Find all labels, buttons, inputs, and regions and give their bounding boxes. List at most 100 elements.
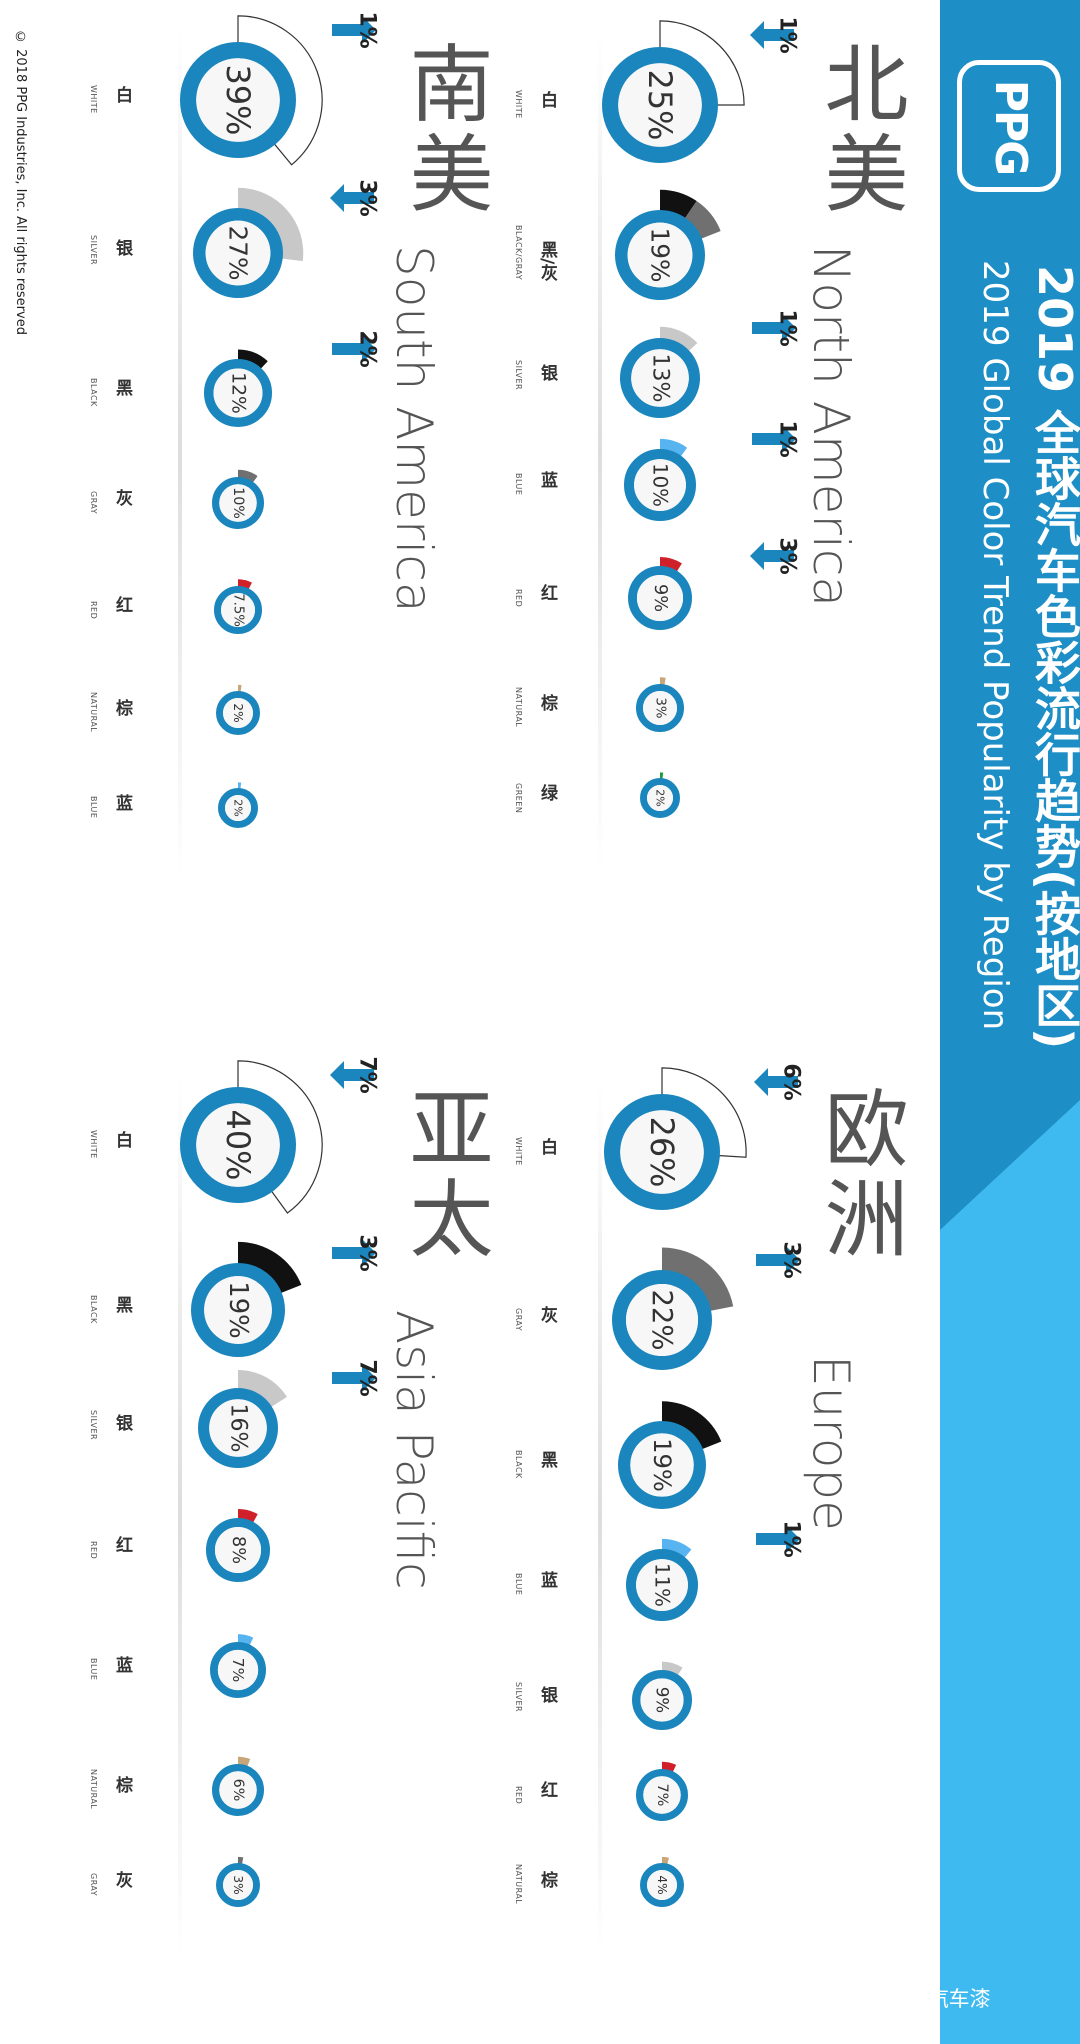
donut-center [217,1649,259,1691]
region-divider [178,1075,182,1955]
category-label-cn: 红 [112,596,132,613]
donut-blue: 2% [218,782,258,828]
category-label-en: SILVER [514,360,523,391]
trend-arrow-up-icon: 3% [332,1234,379,1272]
trend-value: 1% [779,1520,803,1557]
percent-label: 2% [654,789,667,806]
trend-value: 3% [355,1234,379,1271]
donut-center [213,368,263,418]
title-english: 2019 Global Color Trend Popularity by Re… [975,260,1015,1031]
percent-label: 10% [649,463,672,507]
donut-ring [211,476,265,530]
donut-center [196,58,280,142]
category-label-cn: 白 [112,1131,132,1148]
copyright: © 2018 PPG Industries, Inc. All rights r… [13,30,28,335]
donut-ring [218,788,258,828]
trend-value: 3% [779,1241,803,1278]
trend-value: 7% [355,1359,379,1396]
donut-ring [614,209,706,301]
arrow-shape [332,1239,376,1267]
category-label-en: GRAY [89,1873,98,1897]
percent-label: 27% [224,225,253,280]
percent-label: 2% [232,799,245,816]
category-label-cn: 白 [537,1138,557,1155]
donut-ring [214,586,262,634]
donut-red: 7% [635,1761,689,1822]
donut-red: 9% [627,557,693,631]
donut-center [196,1103,280,1187]
trend-value: 2% [355,330,379,367]
trend-arrow-down-icon: 1% [750,16,798,54]
donut-black: 12% [204,349,272,427]
category-label-cn: 棕 [537,694,557,711]
percent-label: 19% [648,1438,676,1492]
category-label-en: WHITE [89,1130,98,1159]
watermark-text: PPG专业汽车漆 [844,1987,991,2011]
category-label-en: GREEN [514,783,523,814]
trend-value: 6% [779,1063,803,1100]
category-label-cn: 蓝 [537,1571,557,1588]
trend-arrow-down-icon: 6% [754,1063,803,1101]
donut-ring [179,41,297,159]
donut-red: 7.5% [214,579,262,634]
category-label-en: BLACK [89,378,98,407]
donut-ring [626,1549,698,1621]
donut-ring [603,1093,721,1211]
title-banner [940,0,1080,2044]
arrow-shape [752,314,796,342]
category-label-cn: 蓝 [112,794,132,811]
percent-label: 10% [230,487,246,519]
category-label-en: GRAY [89,491,98,515]
arrow-shape [332,1364,376,1392]
donut-ring [617,1420,707,1510]
category-label-en: SILVER [89,1410,98,1441]
trend-arrow-down-icon: 3% [750,537,798,575]
donut-gray: 22% [612,1247,734,1370]
donut-natural: 3% [636,677,684,732]
slice-black [238,1241,302,1296]
donut-center [636,1559,688,1611]
trend-value: 3% [355,179,379,216]
percent-label: 19% [223,1281,253,1338]
category-label-cn: 红 [537,584,557,601]
donut-center [631,349,689,407]
trend-arrow-up-icon: 3% [756,1241,803,1279]
wechat-icon [812,1988,838,2008]
percent-label: 7% [229,1658,247,1682]
trend-arrow-up-icon: 1% [752,420,798,458]
donut-center [643,1776,681,1814]
donut-center [219,1771,257,1809]
percent-label: 26% [643,1117,681,1188]
region-title-en: South America [385,245,443,613]
donut-center [221,593,255,627]
category-label-cn: 黑 [112,379,132,396]
arrow-shape [750,21,794,49]
donut-center [214,1526,262,1574]
category-label-en: RED [514,589,523,608]
ppg-logo [957,60,1061,192]
category-label-cn: 黑 [537,1451,557,1468]
category-label-cn: 红 [537,1781,557,1798]
arrow-shape [750,542,794,570]
category-label-en: WHITE [514,90,523,119]
percent-label: 11% [651,1563,674,1607]
donut-ring [216,1863,260,1907]
region-title-cn: 欧洲 [811,1085,909,1265]
donut-ring [635,1768,689,1822]
percent-label: 7.5% [231,593,246,627]
donut-center [647,1870,677,1900]
percent-label: 8% [228,1536,248,1564]
category-label-cn: 棕 [112,1776,132,1793]
donut-center [620,1110,704,1194]
donut-center [223,1870,253,1900]
donut-center [219,484,257,522]
donut-center [618,63,702,147]
arrow-shape [332,335,376,363]
donut-center [636,574,684,622]
donut-ring [640,1863,684,1907]
category-label-en: WHITE [514,1137,523,1166]
donut-ring [601,46,719,164]
region-divider [598,1082,602,1955]
donut-center [640,1678,684,1722]
category-label-cn: 黑/灰 [537,241,557,282]
